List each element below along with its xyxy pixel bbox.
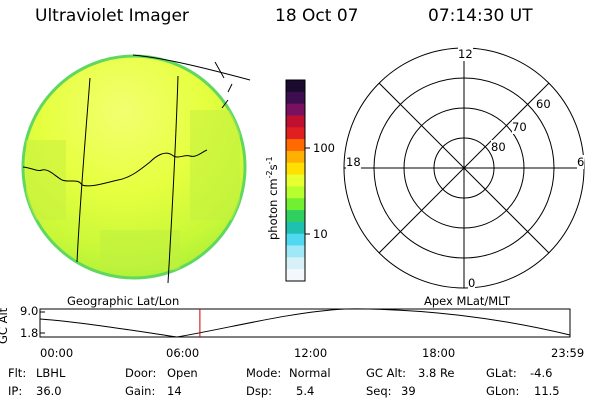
time-label: 07:14:30 UT [428, 6, 533, 26]
colorbar-tick-10: 10 [313, 227, 328, 241]
colorbar-swatch [286, 257, 305, 270]
ip-label: IP: [8, 384, 23, 398]
colorbar-swatch [286, 210, 305, 223]
colorbar-swatch [286, 80, 305, 93]
colorbar-swatch [286, 198, 305, 211]
dsp-value: 5.4 [296, 384, 315, 398]
alt-xtick-2: 12:00 [294, 346, 328, 360]
left-panel-caption: Geographic Lat/Lon [67, 294, 180, 308]
mlat-label-70: 70 [512, 120, 527, 134]
filter-label: Flt: [8, 366, 27, 380]
glon-value: 11.5 [534, 384, 560, 398]
colorbar-swatch [286, 221, 305, 235]
mode-label: Mode: [246, 366, 282, 380]
mlt-label-0: 0 [468, 276, 476, 290]
seq-value: 39 [401, 384, 416, 398]
gain-value: 14 [167, 384, 182, 398]
glat-value: -4.6 [530, 366, 553, 380]
colorbar-swatch [286, 115, 305, 128]
instrument-title: Ultraviolet Imager [35, 6, 189, 26]
colorbar-swatch [286, 127, 305, 140]
colorbar-tick-100: 100 [313, 141, 335, 155]
alt-ytick-9: 9.0 [20, 304, 39, 318]
mlt-label-12: 12 [458, 47, 473, 61]
date-label: 18 Oct 07 [275, 6, 359, 26]
alt-ytick-1.8: 1.8 [20, 326, 39, 340]
mode-value: Normal [289, 366, 331, 380]
alt-xtick-1: 06:00 [166, 346, 200, 360]
gc-alt-value: 3.8 Re [418, 366, 455, 380]
gain-label: Gain: [125, 384, 156, 398]
colorbar-swatch [286, 174, 305, 188]
alt-xtick-3: 18:00 [422, 346, 456, 360]
mlt-label-6: 6 [577, 155, 585, 169]
ip-value: 36.0 [36, 384, 62, 398]
alt-xtick-4: 23:59 [551, 346, 585, 360]
filter-value: LBHL [36, 366, 66, 380]
door-value: Open [167, 366, 198, 380]
geo-grid-lines [22, 54, 251, 284]
alt-xtick-0: 00:00 [40, 346, 74, 360]
colorbar-swatch [286, 186, 305, 199]
colorbar-swatch [286, 91, 305, 105]
colorbar-swatch [286, 233, 305, 247]
gc-alt-label: GC Alt: [366, 366, 407, 380]
colorbar-swatch [286, 139, 305, 152]
colorbar-swatch [286, 269, 305, 282]
colorbar-swatch [286, 162, 305, 176]
alt-ylabel: GC Alt [0, 307, 10, 344]
altitude-curve [39, 308, 571, 338]
colorbar-swatch [286, 150, 305, 164]
mlat-label-60: 60 [536, 97, 551, 111]
seq-label: Seq: [366, 384, 392, 398]
mlt-label-18: 18 [346, 155, 361, 169]
glon-label: GLon: [486, 384, 520, 398]
door-label: Door: [125, 366, 157, 380]
colorbar-swatch [286, 103, 305, 117]
earth-disk [21, 54, 247, 280]
colorbar-swatch [286, 245, 305, 258]
dsp-label: Dsp: [246, 384, 273, 398]
right-panel-caption: Apex MLat/MLT [424, 294, 511, 308]
mlat-label-80: 80 [491, 140, 506, 154]
glat-label: GLat: [486, 366, 517, 380]
